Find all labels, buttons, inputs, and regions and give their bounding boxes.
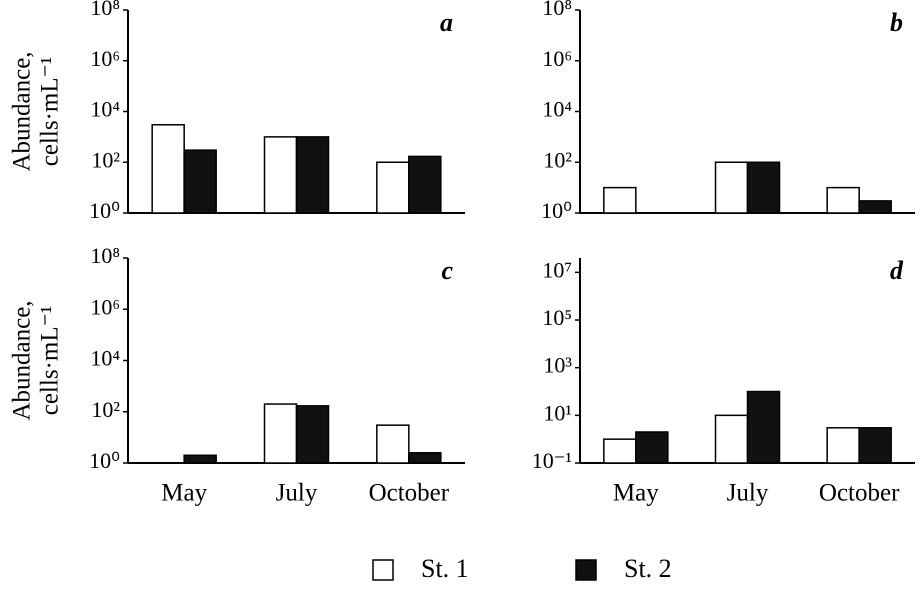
y-tick-label: 10⁰ xyxy=(541,198,572,223)
bar xyxy=(263,136,298,214)
x-tick-label: May xyxy=(613,480,659,507)
y-tick-label: 10⁶ xyxy=(542,46,572,71)
bar xyxy=(746,390,781,464)
bar xyxy=(183,149,217,214)
bar xyxy=(295,405,330,464)
y-tick-label: 10⁵ xyxy=(542,305,572,330)
legend-swatch xyxy=(575,559,597,581)
bar xyxy=(714,161,749,214)
x-tick-label: July xyxy=(276,480,318,507)
y-tick-label: 10² xyxy=(543,147,572,172)
x-tick-label: October xyxy=(819,480,900,507)
y-tick-label: 10⁴ xyxy=(90,346,120,371)
bar xyxy=(295,136,330,214)
bar xyxy=(603,186,637,214)
bar xyxy=(183,454,217,464)
bar xyxy=(635,431,669,464)
y-tick-label: 10⁸ xyxy=(90,243,120,268)
y-tick-label: 10⁶ xyxy=(90,294,120,319)
y-tick-label: 10⁻¹ xyxy=(532,448,572,473)
y-tick-label: 10² xyxy=(91,147,120,172)
y-tick-label: 10⁰ xyxy=(89,448,120,473)
y-tick-label: 10³ xyxy=(543,353,572,378)
panel-label: d xyxy=(890,256,904,285)
bar xyxy=(603,438,637,464)
y-axis-label: Abundance, xyxy=(9,51,36,171)
panel-label: a xyxy=(440,8,453,37)
panel-label: b xyxy=(890,8,903,37)
y-tick-label: 10⁰ xyxy=(89,198,120,223)
legend-swatch xyxy=(372,559,394,581)
y-tick-label: 10¹ xyxy=(543,400,572,425)
bar xyxy=(714,414,749,464)
bar xyxy=(858,200,892,214)
x-tick-label: October xyxy=(369,480,450,507)
bar xyxy=(408,452,442,464)
bar xyxy=(858,427,892,464)
legend-label: St. 2 xyxy=(624,554,672,583)
y-axis-label: cells·mL⁻¹ xyxy=(37,306,64,416)
bar xyxy=(263,403,298,464)
y-axis-label: cells·mL⁻¹ xyxy=(37,57,64,167)
y-tick-label: 10⁴ xyxy=(90,97,120,122)
bar xyxy=(376,161,410,214)
x-tick-label: May xyxy=(161,480,207,507)
bar xyxy=(408,155,442,214)
y-axis-label: Abundance, xyxy=(9,300,36,420)
x-tick-label: July xyxy=(727,480,769,507)
y-tick-label: 10⁶ xyxy=(90,46,120,71)
bar xyxy=(151,124,185,214)
y-tick-label: 10⁸ xyxy=(542,0,572,20)
bar xyxy=(826,427,860,464)
y-tick-label: 10² xyxy=(91,397,120,422)
y-tick-label: 10⁸ xyxy=(90,0,120,20)
bar xyxy=(376,424,410,464)
bar xyxy=(746,161,781,214)
y-tick-label: 10⁷ xyxy=(542,257,572,282)
legend-label: St. 1 xyxy=(421,554,469,583)
panel-label: c xyxy=(441,256,453,285)
y-tick-label: 10⁴ xyxy=(542,97,572,122)
bar xyxy=(826,186,860,214)
